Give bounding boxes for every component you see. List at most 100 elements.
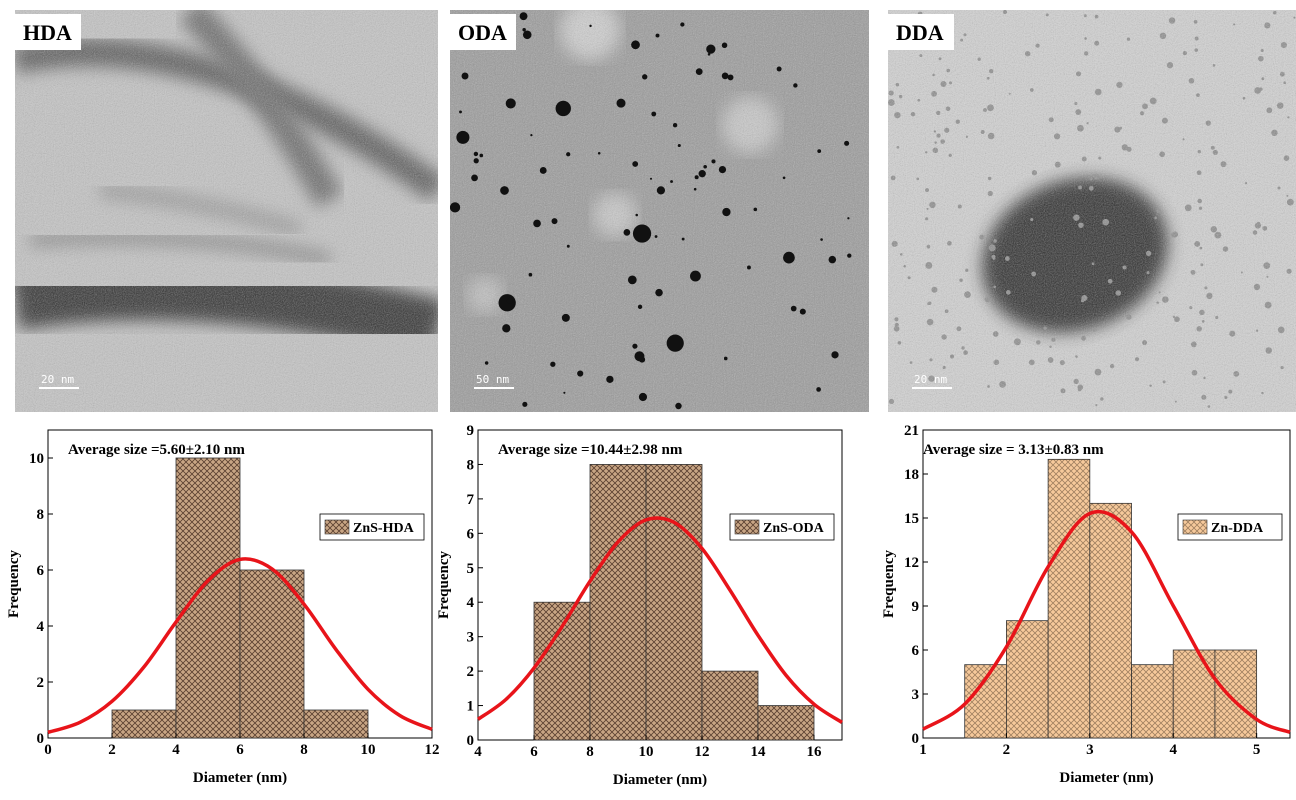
particle — [831, 351, 839, 359]
particle — [638, 392, 648, 402]
y-tick-label: 18 — [904, 467, 919, 483]
x-tick-label: 0 — [44, 742, 52, 758]
particle — [776, 66, 782, 72]
particle — [597, 151, 601, 155]
y-axis-label: Frequency — [881, 549, 897, 618]
scale-label: 50 nm — [476, 373, 509, 386]
x-axis-label: Diameter (nm) — [1059, 770, 1153, 786]
particle — [637, 304, 643, 310]
y-tick-label: 9 — [467, 423, 475, 439]
particle — [563, 391, 566, 394]
particle — [677, 143, 681, 148]
particle — [634, 351, 645, 362]
y-tick-label: 10 — [29, 451, 44, 467]
particle — [723, 356, 728, 361]
legend-label: ZnS-HDA — [353, 521, 415, 536]
x-tick-label: 2 — [1003, 742, 1011, 758]
particle — [655, 33, 660, 38]
particle — [681, 237, 685, 241]
particle — [782, 176, 786, 180]
particle — [606, 375, 614, 383]
bar — [1131, 664, 1174, 739]
bar — [1006, 620, 1049, 739]
particle — [828, 255, 837, 264]
particle — [672, 123, 678, 128]
particle — [817, 149, 822, 153]
particle — [783, 251, 795, 264]
particle — [695, 68, 703, 76]
bar — [303, 709, 369, 739]
y-tick-label: 6 — [467, 526, 475, 542]
tem-image — [15, 10, 438, 412]
x-tick-label: 5 — [1253, 742, 1261, 758]
particle — [461, 72, 469, 80]
x-tick-label: 3 — [1086, 742, 1094, 758]
legend-box — [1177, 513, 1283, 541]
x-tick-label: 4 — [172, 742, 180, 758]
y-tick-label: 15 — [904, 511, 919, 527]
y-tick-label: 21 — [904, 423, 919, 439]
x-tick-label: 2 — [108, 742, 116, 758]
x-tick-label: 6 — [236, 742, 244, 758]
tem-image — [450, 10, 869, 412]
particle — [589, 24, 592, 28]
particle — [820, 238, 823, 241]
particle — [528, 272, 533, 277]
particle — [632, 224, 652, 243]
particle — [505, 98, 516, 109]
bar — [239, 569, 305, 739]
particle — [627, 275, 637, 285]
y-tick-label: 2 — [467, 664, 475, 680]
particle — [555, 100, 571, 117]
particle — [566, 244, 570, 248]
y-tick-label: 6 — [912, 643, 920, 659]
particle — [707, 52, 711, 56]
y-tick-label: 2 — [37, 675, 45, 691]
bar — [1214, 649, 1258, 739]
y-tick-label: 7 — [467, 492, 475, 508]
particle — [539, 167, 547, 174]
particle — [649, 177, 653, 180]
y-tick-label: 12 — [904, 555, 919, 571]
y-tick-label: 8 — [467, 457, 475, 473]
particle — [670, 180, 673, 183]
particle — [500, 186, 509, 195]
particle — [753, 207, 758, 212]
particle — [844, 140, 850, 146]
particle — [642, 74, 648, 80]
fit-curve — [922, 509, 1291, 734]
bar — [589, 464, 647, 741]
particle — [680, 22, 685, 27]
particle — [747, 265, 751, 270]
x-tick-label: 12 — [425, 742, 440, 758]
particle — [519, 12, 528, 21]
particle — [790, 305, 797, 312]
particle — [551, 218, 558, 225]
bar — [757, 705, 815, 741]
annotation: Average size =10.44±2.98 nm — [498, 442, 683, 458]
y-tick-label: 0 — [37, 731, 45, 747]
x-axis-label: Diameter (nm) — [193, 770, 287, 786]
y-tick-label: 0 — [912, 731, 920, 747]
particle — [793, 83, 798, 88]
particle — [623, 229, 631, 236]
bar — [175, 457, 241, 739]
particle — [632, 161, 639, 167]
particle — [799, 308, 806, 315]
scale-label: 20 nm — [914, 373, 947, 386]
x-tick-label: 4 — [1169, 742, 1177, 758]
particle — [484, 361, 489, 365]
particle — [655, 288, 663, 297]
particle — [533, 219, 541, 228]
label-box — [15, 14, 81, 50]
annotation: Average size = 3.13±0.83 nm — [923, 442, 1104, 458]
legend-swatch — [324, 519, 350, 535]
label-box — [450, 14, 516, 50]
y-axis-label: Frequency — [6, 549, 22, 618]
particle — [706, 44, 716, 54]
particle — [718, 165, 727, 174]
particle — [656, 186, 666, 195]
annotation: Average size =5.60±2.10 nm — [68, 442, 245, 458]
y-tick-label: 6 — [37, 563, 45, 579]
x-tick-label: 4 — [474, 744, 482, 760]
